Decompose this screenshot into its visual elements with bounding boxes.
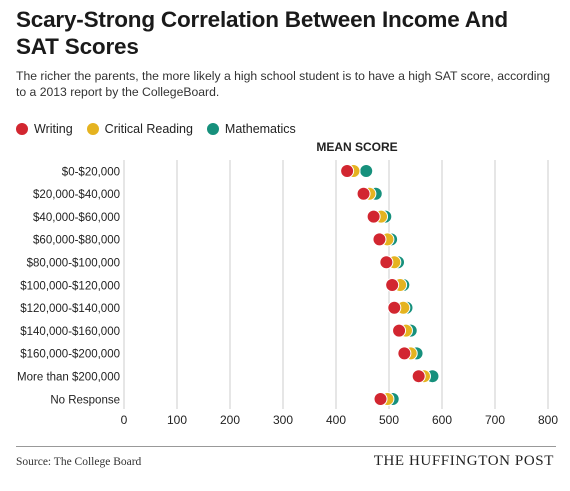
x-tick-label: 700: [485, 413, 505, 427]
category-label: No Response: [50, 394, 120, 406]
legend-swatch-writing: [16, 123, 28, 135]
dot-writing: [373, 392, 388, 406]
category-label: $60,000-$80,000: [33, 235, 120, 247]
dot-plot-chart: MEAN SCORE $0-$20,000 $20,000-$40,000 $40,…: [17, 140, 559, 427]
x-tick-labels: 0 100 200 300 400 500 600 700 800: [121, 413, 559, 427]
dot-writing: [411, 369, 426, 384]
x-tick-label: 100: [167, 413, 187, 427]
category-label: $80,000-$100,000: [27, 258, 120, 270]
dot-writing: [397, 346, 412, 361]
dot-writing: [385, 278, 400, 292]
legend-label-critical-reading: Critical Reading: [104, 122, 193, 136]
chart-subtitle: The richer the parents, the more likely …: [16, 69, 551, 99]
dot-writing: [366, 209, 381, 224]
dot-writing: [372, 232, 387, 247]
chart-title: Scary-Strong Correlation Between Income …: [16, 7, 508, 59]
legend-swatch-mathematics: [206, 123, 219, 135]
footer-divider: [16, 446, 556, 447]
legend-item-mathematics: Mathematics: [206, 122, 296, 136]
dot-writing: [356, 186, 371, 201]
publisher-logo: THE HUFFINGTON POST: [373, 453, 554, 469]
category-label: More than $200,000: [17, 372, 120, 384]
category-label: $120,000-$140,000: [20, 303, 120, 315]
x-tick-label: 300: [273, 413, 293, 427]
x-axis-title: MEAN SCORE: [316, 140, 397, 154]
dot-writing: [340, 164, 355, 178]
legend-item-critical-reading: Critical Reading: [86, 122, 193, 136]
dot-mathematics: [359, 164, 374, 178]
category-label: $100,000-$120,000: [20, 280, 120, 292]
category-label: $0-$20,000: [62, 166, 120, 178]
x-tick-label: 400: [326, 413, 346, 427]
x-tick-label: 200: [220, 413, 240, 427]
chart-legend: Writing Critical Reading Mathematics: [16, 122, 310, 136]
x-tick-label: 500: [379, 413, 399, 427]
dot-writing: [392, 323, 407, 338]
category-labels: $0-$20,000 $20,000-$40,000 $40,000-$60,000…: [17, 166, 120, 406]
grid-layer: [123, 160, 549, 409]
category-label: $40,000-$60,000: [33, 212, 120, 224]
legend-item-writing: Writing: [16, 122, 73, 136]
source-note: Source: The College Board: [16, 456, 142, 468]
legend-label-mathematics: Mathematics: [224, 122, 296, 136]
x-tick-label: 0: [121, 413, 128, 427]
legend-swatch-critical-reading: [86, 123, 99, 135]
dot-writing: [387, 300, 402, 315]
category-label: $140,000-$160,000: [20, 326, 120, 338]
legend-label-writing: Writing: [34, 122, 73, 136]
dot-writing: [379, 255, 394, 270]
x-tick-label: 800: [538, 413, 558, 427]
category-label: $20,000-$40,000: [33, 189, 120, 201]
data-points: [340, 164, 440, 406]
category-label: $160,000-$200,000: [20, 349, 120, 361]
x-tick-label: 600: [432, 413, 452, 427]
